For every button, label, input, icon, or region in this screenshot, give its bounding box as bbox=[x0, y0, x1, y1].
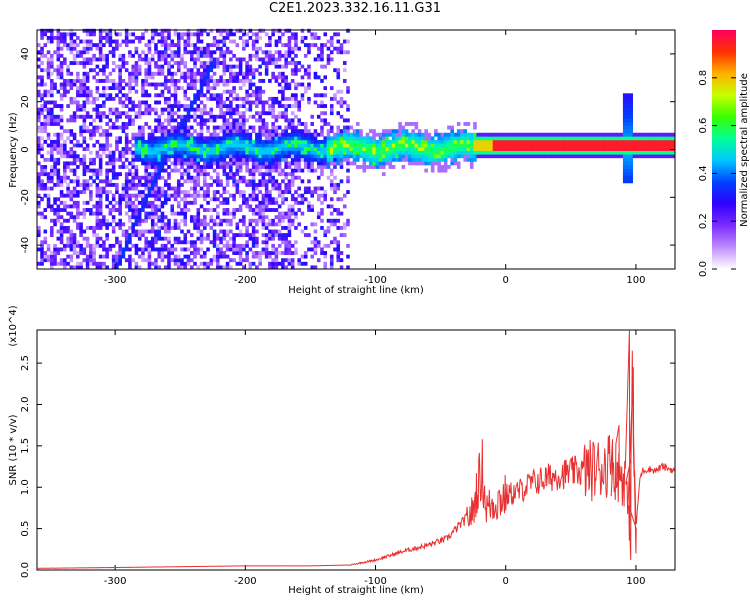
snr-xtick-label: 100 bbox=[626, 576, 645, 587]
colorbar-gradient bbox=[712, 30, 736, 269]
spectrogram-x-axis-label: Height of straight line (km) bbox=[288, 285, 424, 296]
snr-series-line bbox=[36, 329, 675, 569]
snr-ytick-label: 1.5 bbox=[20, 438, 31, 454]
snr-ytick-label: 0.0 bbox=[20, 562, 31, 578]
snr-xtick-label: 0 bbox=[503, 576, 509, 587]
snr-y-multiplier: (x10^4) bbox=[8, 305, 19, 346]
spectrogram-xtick-label: 100 bbox=[626, 275, 645, 286]
spectrogram-xtick-label: -300 bbox=[104, 275, 127, 286]
snr-ytick-label: 0.5 bbox=[20, 521, 31, 537]
snr-frame bbox=[36, 329, 676, 571]
snr-x-axis-label: Height of straight line (km) bbox=[288, 585, 424, 596]
snr-xtick-label: -100 bbox=[364, 576, 387, 587]
spectrogram-ytick-label: 40 bbox=[20, 48, 31, 61]
spectrogram-heatmap bbox=[37, 28, 676, 270]
snr-xtick-label: -200 bbox=[234, 576, 257, 587]
snr-y-axis-label: SNR (10 * v/v) bbox=[8, 414, 19, 485]
spectrogram-ytick-label: -20 bbox=[20, 189, 31, 205]
snr-ytick-label: 2.5 bbox=[20, 355, 31, 371]
snr-ytick-label: 1.0 bbox=[20, 479, 31, 495]
snr-ytick-label: 2.0 bbox=[20, 397, 31, 413]
spectrogram-ytick-label: 0 bbox=[20, 146, 31, 152]
spectrogram-ytick-label: 20 bbox=[20, 95, 31, 108]
colorbar-ticks: 0.0 0.2 0.4 0.6 0.8 bbox=[698, 70, 736, 277]
snr-panel: -300 -200 -100 0 100 0.0 0.5 1.0 1.5 2.0 2.5 Heigh… bbox=[8, 305, 676, 596]
spectrogram-xtick-label: -100 bbox=[364, 275, 387, 286]
colorbar-tick-label: 0.8 bbox=[698, 70, 709, 86]
spectrogram-xtick-label: -200 bbox=[234, 275, 257, 286]
colorbar-tick-label: 0.0 bbox=[698, 261, 709, 277]
colorbar-tick-label: 0.4 bbox=[698, 165, 709, 181]
spectrogram-ytick-label: -40 bbox=[20, 237, 31, 253]
snr-ticks: -300 -200 -100 0 100 0.0 0.5 1.0 1.5 2.0 2.5 bbox=[20, 330, 675, 587]
chart-title: C2E1.2023.332.16.11.G31 bbox=[268, 1, 442, 16]
colorbar-tick-label: 0.6 bbox=[698, 118, 709, 134]
colorbar: 0.0 0.2 0.4 0.6 0.8 Normalized spectral ampl… bbox=[698, 30, 750, 277]
spectrogram-xtick-label: 0 bbox=[503, 275, 509, 286]
spectrogram-y-axis-label: Frequency (Hz) bbox=[8, 112, 19, 188]
colorbar-tick-label: 0.2 bbox=[698, 213, 709, 229]
snr-xtick-label: -300 bbox=[104, 576, 127, 587]
colorbar-label: Normalized spectral amplitude bbox=[739, 73, 750, 227]
